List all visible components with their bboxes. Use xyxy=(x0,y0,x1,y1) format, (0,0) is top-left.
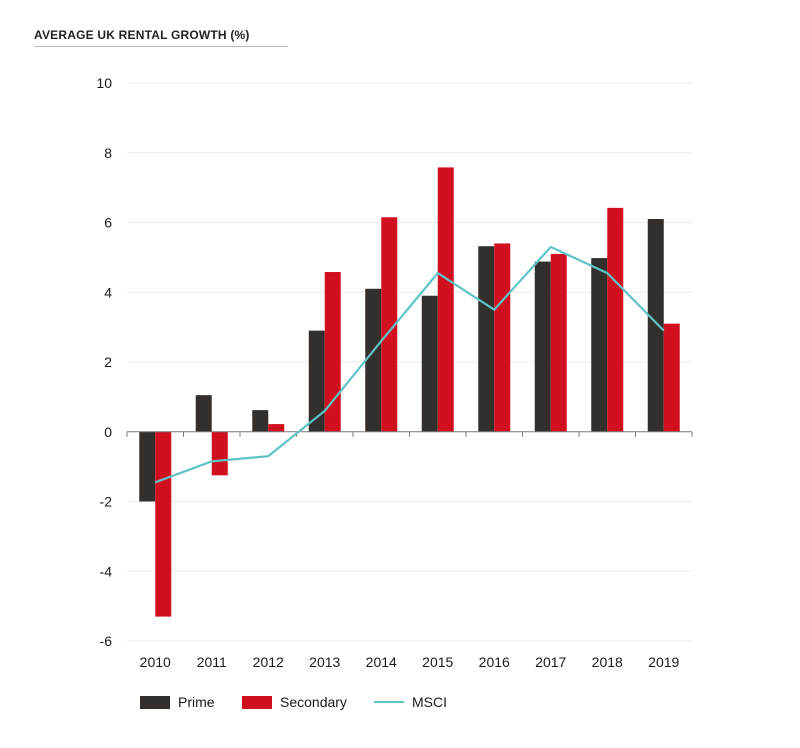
x-tick-label: 2018 xyxy=(592,654,623,670)
bar-secondary xyxy=(607,207,624,432)
msci-line-layer xyxy=(154,245,665,484)
legend-item-secondary: Secondary xyxy=(242,694,347,710)
bar-secondary xyxy=(437,167,454,432)
y-tick-label: 2 xyxy=(104,354,112,370)
x-tick-label: 2019 xyxy=(648,654,679,670)
bar-prime xyxy=(647,219,664,432)
bar-secondary xyxy=(324,272,341,432)
x-tick-label: 2012 xyxy=(253,654,284,670)
y-tick-label: -2 xyxy=(100,494,113,510)
y-tick-label: -4 xyxy=(100,563,113,579)
legend-item-msci: MSCI xyxy=(374,694,447,710)
legend-swatch-msci xyxy=(374,701,404,703)
bar-secondary xyxy=(268,424,285,432)
legend-swatch-secondary xyxy=(242,695,272,709)
y-tick-label: -6 xyxy=(100,633,113,649)
bar-secondary xyxy=(381,217,398,432)
legend: Prime Secondary MSCI xyxy=(0,694,800,718)
y-tick-label: 10 xyxy=(96,75,112,91)
legend-label-secondary: Secondary xyxy=(280,694,347,710)
x-tick-label: 2015 xyxy=(422,654,453,670)
y-tick-label: 4 xyxy=(104,284,112,300)
bar-secondary xyxy=(663,323,680,432)
bar-prime xyxy=(365,288,382,432)
bar-prime xyxy=(591,258,608,432)
bar-secondary xyxy=(211,431,228,476)
title-underline xyxy=(34,46,288,47)
bar-secondary xyxy=(550,253,567,432)
bar-prime xyxy=(308,330,325,432)
bar-secondary xyxy=(155,431,172,617)
bar-secondary xyxy=(494,243,511,432)
bar-prime xyxy=(534,261,551,432)
x-tick-label: 2014 xyxy=(366,654,397,670)
x-tick-label: 2017 xyxy=(535,654,566,670)
chart-title: AVERAGE UK RENTAL GROWTH (%) xyxy=(34,28,250,42)
bar-prime xyxy=(421,295,438,432)
bar-prime xyxy=(478,246,495,432)
bar-prime xyxy=(139,431,156,502)
legend-label-msci: MSCI xyxy=(412,694,447,710)
x-tick-label: 2013 xyxy=(309,654,340,670)
y-tick-label: 6 xyxy=(104,215,112,231)
bar-prime xyxy=(252,410,269,432)
x-tick-label: 2016 xyxy=(479,654,510,670)
legend-label-prime: Prime xyxy=(178,694,215,710)
y-tick-label: 8 xyxy=(104,145,112,161)
y-tick-label: 0 xyxy=(104,424,112,440)
msci-line xyxy=(154,245,665,484)
bar-prime xyxy=(195,395,212,432)
x-tick-label: 2010 xyxy=(140,654,171,670)
gridlines xyxy=(127,82,692,642)
x-axis xyxy=(126,431,693,437)
legend-item-prime: Prime xyxy=(140,694,215,710)
bars xyxy=(139,167,680,617)
x-axis-ticks: 2010 2011 2012 2013 2014 2015 2016 2017 2018 2019 xyxy=(140,654,680,670)
legend-swatch-prime xyxy=(140,695,170,709)
y-axis-ticks: 10 8 6 4 2 0 -2 -4 -6 xyxy=(96,75,112,649)
x-tick-label: 2011 xyxy=(197,654,227,670)
